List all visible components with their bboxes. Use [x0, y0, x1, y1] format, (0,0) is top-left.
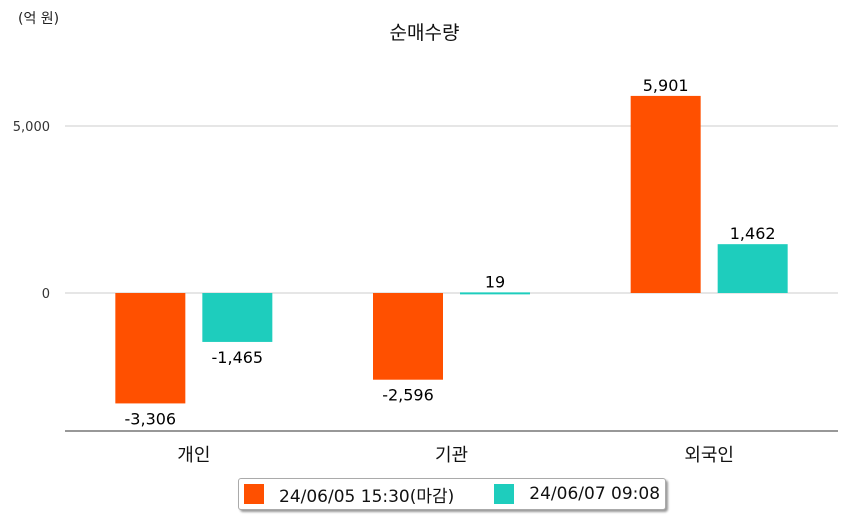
legend-swatch: [244, 484, 264, 504]
data-label: 5,901: [643, 76, 689, 95]
bar-1: [717, 244, 788, 293]
bar-0: [373, 293, 443, 380]
x-tick-label: 기관: [435, 445, 468, 466]
bar-0: [630, 95, 701, 293]
legend-label: 24/06/07 09:08: [529, 484, 661, 504]
legend-label: 24/06/05 15:30(마감): [279, 486, 455, 507]
chart-title: 순매수량: [389, 22, 460, 44]
bar-1: [202, 293, 273, 342]
y-tick-label: 5,000: [13, 120, 50, 135]
bar-1: [460, 292, 530, 295]
data-label: -3,306: [125, 409, 177, 428]
data-label: 1,462: [730, 224, 776, 243]
x-tick-label: 외국인: [684, 445, 734, 466]
x-tick-label: 개인: [177, 445, 210, 466]
data-label: -1,465: [212, 348, 264, 367]
y-tick-label: 0: [42, 287, 50, 302]
bar-chart: 0 5,000 개인-3,306 -1,465 기관 -2,596 19 외국인 5,901 1,…: [13, 76, 838, 466]
legend-item-series-0[interactable]: 24/06/05 15:30(마감): [244, 482, 454, 507]
legend: 24/06/05 15:30(마감) 24/06/07 09:08: [238, 478, 666, 510]
data-label: 19: [485, 272, 505, 291]
data-label: -2,596: [382, 386, 434, 405]
unit-label: (억 원): [18, 11, 60, 27]
bar-0: [115, 293, 186, 404]
legend-swatch: [494, 484, 515, 504]
legend-item-series-1[interactable]: 24/06/07 09:08: [494, 484, 660, 504]
